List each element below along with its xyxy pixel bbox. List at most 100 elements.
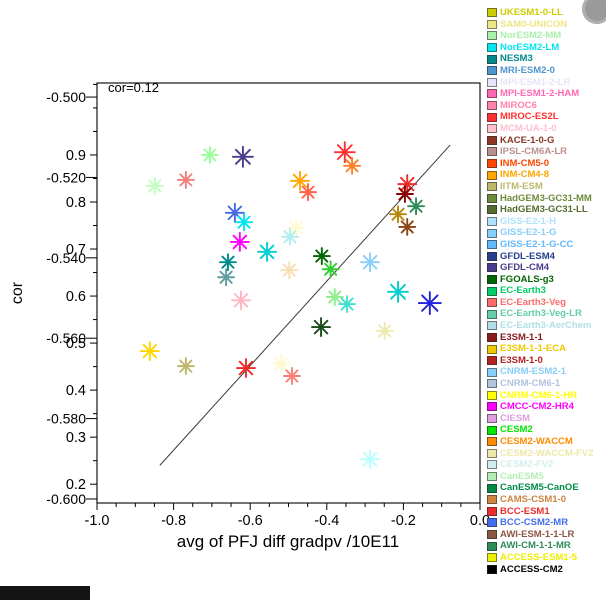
legend-label: SAM0-UNICON xyxy=(500,18,568,30)
scatter-point xyxy=(219,253,237,272)
scatter-point xyxy=(236,358,256,378)
legend-color-swatch xyxy=(487,321,497,331)
y-axis-tick-label: 0.6 xyxy=(66,289,86,305)
scatter-point xyxy=(338,295,357,314)
legend-color-swatch xyxy=(487,124,497,134)
legend-label: IPSL-CM6A-LR xyxy=(500,146,568,158)
legend-color-swatch xyxy=(487,518,497,528)
legend-label: CMCC-CM2-HR4 xyxy=(500,401,574,413)
legend-label: AWI-CM-1-1-MR xyxy=(500,540,571,552)
legend-color-swatch xyxy=(487,402,497,412)
legend-item: CESM2 xyxy=(487,424,605,436)
legend-color-swatch xyxy=(487,472,497,482)
y-axis-tick-label: 0.8 xyxy=(66,195,86,211)
legend-label: CESM2-FV2 xyxy=(500,459,554,471)
scatter-point xyxy=(176,170,195,189)
legend-item: GISS-E2-1-G xyxy=(487,227,605,239)
legend-color-swatch xyxy=(487,8,497,18)
legend-color-swatch xyxy=(487,530,497,540)
legend-label: HadGEM3-GC31-MM xyxy=(500,192,592,204)
legend-item: MPI-ESM1-2-LR xyxy=(487,77,605,89)
legend-label: MPI-ESM1-2-LR xyxy=(500,76,571,88)
scatter-point xyxy=(387,280,409,303)
y-axis-tick-label: 0.3 xyxy=(66,430,86,446)
legend-label: MCM-UA-1-0 xyxy=(500,122,557,134)
legend-item: CNRM-CM6-1 xyxy=(487,378,605,390)
y-axis-tick-label: 0.9 xyxy=(66,148,86,164)
scatter-point xyxy=(235,213,254,232)
scatter-point xyxy=(224,202,245,223)
legend-color-swatch xyxy=(487,112,497,122)
scatter-point xyxy=(360,449,381,470)
scatter-point xyxy=(257,241,278,262)
legend-item: HadGEM3-GC31-MM xyxy=(487,193,605,205)
legend-color-swatch xyxy=(487,170,497,180)
legend-item: INM-CM4-8 xyxy=(487,169,605,181)
scatter-point xyxy=(395,185,414,203)
y-axis-label: cor xyxy=(9,281,26,304)
y-axis-outer-tick-label: -0.600 xyxy=(46,491,86,507)
legend-item: CESM2-WACCM xyxy=(487,436,605,448)
legend-label: CIESM xyxy=(500,412,531,424)
scatter-point xyxy=(321,260,340,279)
legend-color-swatch xyxy=(487,263,497,273)
legend-label: UKESM1-0-LL xyxy=(500,7,563,19)
legend-item: CMCC-CM2-HR4 xyxy=(487,401,605,413)
scatter-point xyxy=(231,145,254,168)
legend-item: IPSL-CM6A-LR xyxy=(487,146,605,158)
legend-item: CNRM-ESM2-1 xyxy=(487,366,605,378)
legend-item: GFDL-ESM4 xyxy=(487,250,605,262)
legend-color-swatch xyxy=(487,460,497,470)
legend-item: MRI-ESM2-0 xyxy=(487,65,605,77)
legend-label: NorESM2-LM xyxy=(500,41,560,53)
legend-label: INM-CM4-8 xyxy=(500,169,550,181)
y-axis-outer-tick-label: -0.520 xyxy=(46,169,86,185)
legend-label: GISS-E2-1-H xyxy=(500,215,556,227)
legend-color-swatch xyxy=(487,298,497,308)
y-axis-tick-label: 0.2 xyxy=(66,477,86,493)
legend-item: NorESM2-MM xyxy=(487,30,605,42)
legend-color-swatch xyxy=(487,356,497,366)
unknown-circle-button[interactable] xyxy=(582,0,606,24)
y-axis-tick-label: 0.7 xyxy=(66,242,86,258)
y-axis-outer-tick-label: -0.540 xyxy=(46,250,86,266)
legend-color-swatch xyxy=(487,89,497,99)
legend-label: CAMS-CSM1-0 xyxy=(500,493,566,505)
legend-color-swatch xyxy=(487,182,497,192)
scatter-point xyxy=(176,357,195,376)
legend-color-swatch xyxy=(487,541,497,551)
legend-color-swatch xyxy=(487,228,497,238)
scatter-point xyxy=(333,141,356,164)
legend-label: CanESM5 xyxy=(500,470,544,482)
legend-item: NESM3 xyxy=(487,53,605,65)
legend-label: E3SM-1-1-ECA xyxy=(500,343,566,355)
legend-item: CIESM xyxy=(487,413,605,425)
legend-item: GISS-E2-1-G-CC xyxy=(487,239,605,251)
scatter-point xyxy=(280,261,299,280)
legend-item: SAM0-UNICON xyxy=(487,19,605,31)
background-window-fragment xyxy=(0,586,90,600)
legend-label: GISS-E2-1-G-CC xyxy=(500,238,574,250)
scatter-point xyxy=(201,146,219,164)
y-axis-outer-tick-label: -0.580 xyxy=(46,411,86,427)
legend-label: KACE-1-0-G xyxy=(500,134,555,146)
legend-color-swatch xyxy=(487,147,497,157)
legend-item: CanESM5 xyxy=(487,471,605,483)
legend-label: BCC-ESM1 xyxy=(500,505,550,517)
legend-color-swatch xyxy=(487,425,497,435)
scatter-point xyxy=(407,197,425,216)
legend-label: NorESM2-MM xyxy=(500,30,562,42)
legend-label: GFDL-ESM4 xyxy=(500,250,555,262)
legend-color-swatch xyxy=(487,19,497,29)
legend-label: EC-Earth3-Veg xyxy=(500,296,566,308)
y-axis-outer-tick-label: -0.500 xyxy=(46,89,86,105)
scatter-point xyxy=(389,205,407,224)
legend-color-swatch xyxy=(487,553,497,563)
legend-item: MIROC-ES2L xyxy=(487,111,605,123)
legend-item: GISS-E2-1-H xyxy=(487,216,605,228)
x-axis-tick-label: -1.0 xyxy=(85,513,110,529)
legend-color-swatch xyxy=(487,367,497,377)
legend-item: ACCESS-ESM1-5 xyxy=(487,552,605,564)
scatter-point xyxy=(375,321,394,340)
